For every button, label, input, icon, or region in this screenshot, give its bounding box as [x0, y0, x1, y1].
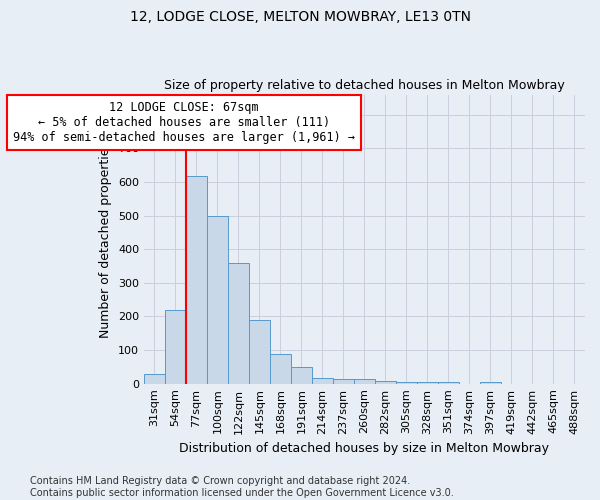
Bar [228, 264, 249, 384]
Bar [354, 380, 375, 384]
Title: Size of property relative to detached houses in Melton Mowbray: Size of property relative to detached ho… [164, 79, 565, 92]
Bar [144, 374, 165, 384]
Bar [417, 382, 438, 384]
Bar [249, 320, 270, 384]
Bar [480, 382, 501, 384]
Bar [312, 378, 333, 384]
Bar [396, 382, 417, 384]
X-axis label: Distribution of detached houses by size in Melton Mowbray: Distribution of detached houses by size … [179, 442, 550, 455]
Text: 12 LODGE CLOSE: 67sqm
← 5% of detached houses are smaller (111)
94% of semi-deta: 12 LODGE CLOSE: 67sqm ← 5% of detached h… [13, 102, 355, 144]
Bar [270, 354, 291, 384]
Text: Contains HM Land Registry data © Crown copyright and database right 2024.
Contai: Contains HM Land Registry data © Crown c… [30, 476, 454, 498]
Y-axis label: Number of detached properties: Number of detached properties [100, 140, 112, 338]
Bar [186, 176, 207, 384]
Text: 12, LODGE CLOSE, MELTON MOWBRAY, LE13 0TN: 12, LODGE CLOSE, MELTON MOWBRAY, LE13 0T… [130, 10, 470, 24]
Bar [375, 382, 396, 384]
Bar [291, 367, 312, 384]
Bar [165, 310, 186, 384]
Bar [333, 380, 354, 384]
Bar [438, 382, 459, 384]
Bar [207, 216, 228, 384]
